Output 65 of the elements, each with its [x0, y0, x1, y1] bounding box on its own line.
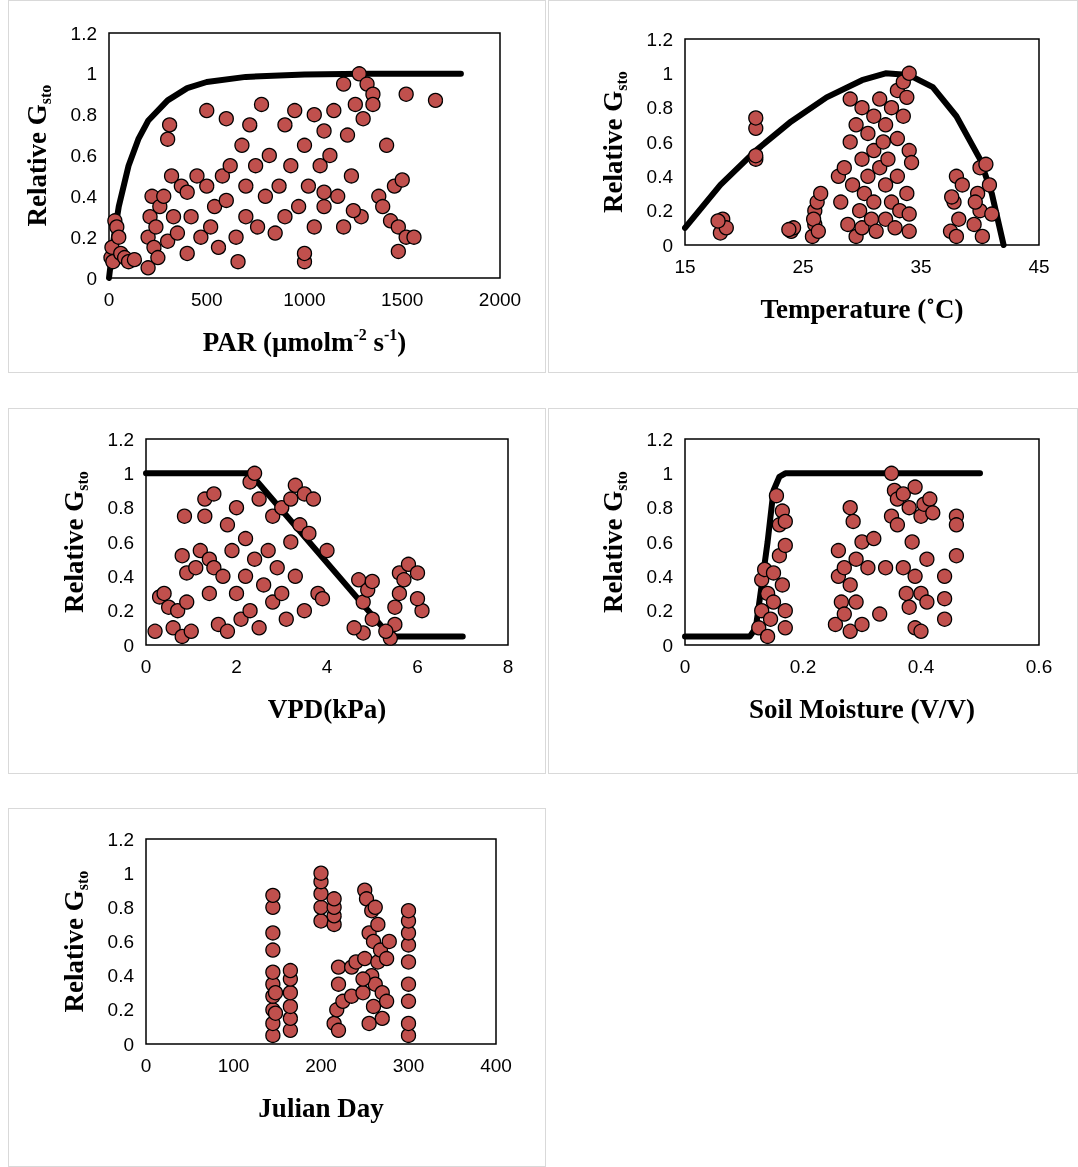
y-tick-label: 0.8: [646, 97, 673, 119]
x-tick-label: 15: [674, 256, 696, 277]
y-tick-label: 0.6: [70, 145, 97, 166]
y-tick-label: 0.4: [107, 965, 135, 987]
y-tick-label: 0.4: [107, 565, 135, 587]
y-axis-title: Relative Gsto: [59, 870, 91, 1013]
y-tick-label: 1.2: [646, 428, 673, 450]
x-tick-label: 8: [502, 656, 514, 677]
y-tick-label: 0.8: [70, 104, 97, 126]
y-tick-label: 0.2: [646, 200, 673, 222]
x-axis-title: Julian Day: [258, 1093, 385, 1123]
y-tick-label: 0.6: [107, 531, 134, 553]
y-tick-label: 0.8: [107, 497, 134, 519]
y-axis-title: Relative Gsto: [598, 471, 630, 613]
x-tick-label: 45: [1028, 256, 1050, 277]
y-tick-label: 0.8: [107, 896, 134, 918]
y-tick-label: 1: [86, 63, 97, 85]
y-tick-label: 0.2: [107, 999, 134, 1021]
y-tick-label: 0.2: [646, 600, 673, 622]
y-tick-label: 0: [662, 234, 673, 256]
y-tick-label: 0.2: [107, 600, 134, 622]
y-tick-label: 1: [662, 462, 673, 484]
x-axis-title: Soil Moisture (V/V): [749, 694, 975, 724]
x-tick-label: 300: [392, 1055, 425, 1076]
x-tick-label: 0.6: [1025, 656, 1053, 677]
y-tick-label: 0: [662, 634, 673, 656]
x-tick-label: 6: [412, 656, 423, 677]
x-tick-label: 1500: [381, 289, 424, 310]
y-tick-label: 1: [123, 462, 134, 484]
x-tick-label: 500: [190, 289, 223, 310]
y-tick-label: 0.4: [70, 185, 98, 207]
x-tick-label: 0: [679, 656, 691, 677]
y-axis-title: Relative Gsto: [59, 471, 91, 613]
y-tick-label: 1.2: [107, 828, 134, 850]
x-tick-label: 0.2: [789, 656, 817, 677]
x-tick-label: 0: [140, 1055, 152, 1076]
x-tick-label: 400: [480, 1055, 512, 1076]
y-tick-label: 0: [123, 1033, 134, 1055]
y-tick-label: 0.6: [107, 931, 134, 952]
x-tick-label: 2: [231, 656, 242, 677]
y-tick-label: 0.8: [646, 497, 673, 519]
y-axis-title: Relative Gsto: [598, 71, 630, 213]
x-tick-label: 200: [305, 1055, 337, 1076]
x-tick-label: 0.4: [907, 656, 935, 677]
x-tick-label: 1000: [283, 289, 326, 310]
x-tick-label: 4: [321, 656, 333, 677]
y-tick-label: 1: [123, 862, 134, 884]
x-tick-label: 25: [792, 256, 814, 277]
y-tick-label: 1: [662, 62, 673, 84]
y-tick-label: 0.6: [646, 131, 673, 153]
y-tick-label: 0.2: [70, 226, 97, 248]
x-tick-label: 2000: [478, 289, 522, 310]
y-tick-label: 1.2: [646, 28, 673, 50]
x-tick-label: 35: [910, 256, 932, 277]
y-tick-label: 0.4: [646, 565, 674, 587]
y-tick-label: 1.2: [70, 22, 97, 44]
y-tick-label: 0.6: [646, 531, 673, 553]
x-axis-title: VPD(kPa): [267, 694, 387, 724]
x-tick-label: 100: [217, 1055, 250, 1076]
y-tick-label: 0.4: [646, 165, 674, 187]
x-tick-label: 0: [140, 656, 152, 677]
y-axis-title: Relative Gsto: [22, 84, 54, 227]
x-axis-title: Temperature (˚C): [760, 294, 964, 324]
y-tick-label: 1.2: [107, 428, 134, 450]
y-tick-label: 0: [123, 634, 134, 656]
